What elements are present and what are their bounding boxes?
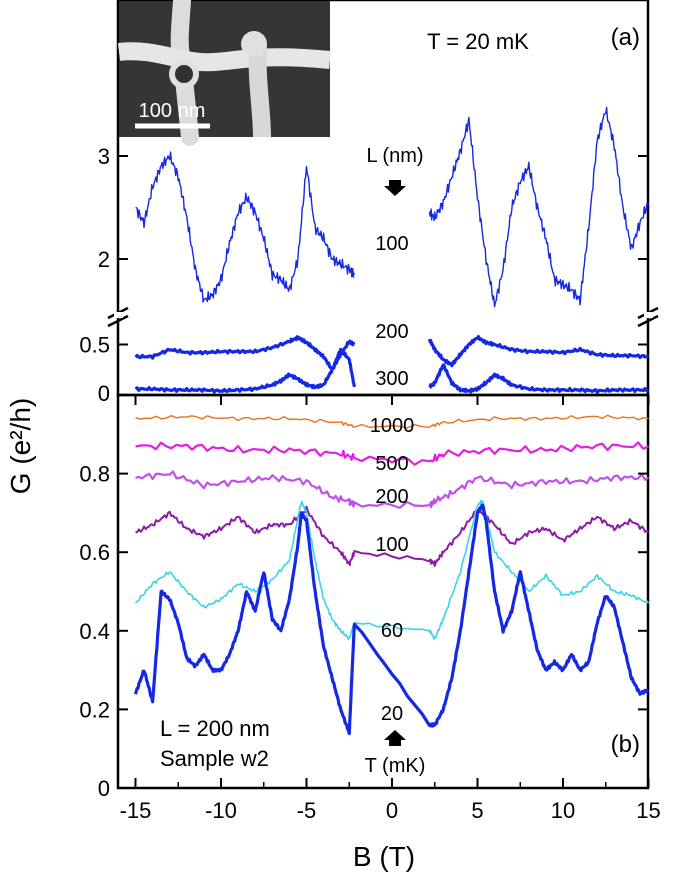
panel-b-legend-1000: 1000: [370, 415, 415, 437]
panel-b-legend-100: 100: [375, 534, 408, 556]
panel-b-annotation-line2: Sample w2: [160, 746, 269, 771]
panel-a-legend-300: 300: [375, 368, 408, 390]
panel-b-annotation-line1: L = 200 nm: [160, 716, 270, 741]
panel-b-series-20-15: [133, 503, 650, 736]
panel-b-series-100-13: [135, 505, 650, 567]
panel-b-legend-200: 200: [375, 486, 408, 508]
xtick-label: 5: [471, 798, 483, 823]
panel-b-ytick-label: 0: [98, 776, 110, 801]
inset-sem-image: 100 nm: [117, 0, 331, 146]
panel-b-legend-title: T (mK): [365, 755, 426, 777]
panel-b-lines: [133, 414, 650, 736]
panel-a-ytick-label: 2: [98, 247, 110, 272]
panel-b-series-60-14: [134, 500, 650, 641]
panel-a-series-100-0: [135, 151, 356, 303]
axis-break-left-gap: [114, 312, 123, 318]
xtick-label: -15: [120, 798, 152, 823]
panel-b-series-1000-10: [135, 414, 649, 429]
panel-a-series-200-3: [428, 334, 649, 368]
panel-a-temperature: T = 20 mK: [427, 29, 529, 54]
panel-a-ytick-label: 0.5: [79, 333, 110, 358]
panel-a-label: (a): [611, 24, 640, 51]
panel-b-ytick-label: 0.8: [79, 462, 110, 487]
x-axis-label: B (T): [353, 841, 415, 872]
xtick-label: -5: [297, 798, 317, 823]
panel-b-series-500-11: [135, 441, 650, 466]
panel-a-legend-title: L (nm): [366, 145, 423, 167]
panel-a-ytick-label: 0: [98, 381, 110, 406]
axis-break-right-gap: [644, 312, 653, 318]
inset-scale-label: 100 nm: [139, 100, 206, 122]
panel-b-legend-500: 500: [375, 453, 408, 475]
axis-ticks: 0 0.2 0.4 0.6 0.8 2 3 0 0.5 -15 -10 -5 0 5 10 15 100 200 3…: [79, 144, 660, 823]
panel-a-lines: [134, 106, 650, 394]
panel-a-series-100-1: [428, 106, 650, 308]
up-arrow-icon: [384, 730, 406, 746]
panel-a-legend-200: 200: [375, 321, 408, 343]
panel-a-ytick-label: 3: [98, 144, 110, 169]
panel-a-series-200-2: [134, 335, 356, 372]
panel-b-ytick-label: 0.2: [79, 697, 110, 722]
panel-a-legend-100: 100: [375, 233, 408, 255]
xtick-label: 10: [551, 798, 575, 823]
panel-b-series-200-12: [135, 470, 650, 509]
panel-a-series-300-4: [134, 347, 356, 394]
panel-b-legend-60: 60: [381, 620, 403, 642]
y-axis-label: G (e²/h): [5, 398, 36, 494]
xtick-label: 0: [386, 798, 398, 823]
down-arrow-icon: [384, 180, 406, 196]
panel-b-ytick-label: 0.6: [79, 540, 110, 565]
panel-b-label: (b): [611, 731, 640, 758]
panel-b-ytick-label: 0.4: [79, 619, 110, 644]
panel-b-frame: [116, 393, 650, 790]
panel-b-legend-20: 20: [381, 703, 403, 725]
xtick-label: 15: [636, 798, 660, 823]
xtick-label: -10: [205, 798, 237, 823]
panel-a-series-300-5: [428, 363, 650, 394]
